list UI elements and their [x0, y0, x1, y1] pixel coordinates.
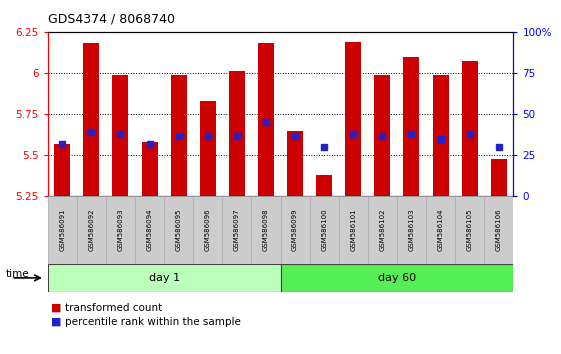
Bar	[229, 72, 245, 196]
Text: GSM586097: GSM586097	[234, 209, 240, 251]
Bar	[455, 196, 484, 264]
Bar	[112, 75, 128, 196]
Bar	[222, 196, 251, 264]
Text: GSM586091: GSM586091	[59, 209, 65, 251]
Text: GSM586103: GSM586103	[408, 209, 415, 251]
Bar	[403, 57, 420, 196]
Bar	[374, 75, 390, 196]
Bar	[258, 44, 274, 196]
Text: GSM586104: GSM586104	[438, 209, 444, 251]
Text: GSM586093: GSM586093	[117, 209, 123, 251]
Bar	[193, 196, 222, 264]
Bar	[84, 44, 99, 196]
Text: GSM586099: GSM586099	[292, 209, 298, 251]
Bar	[171, 75, 187, 196]
Bar	[48, 264, 280, 292]
Bar	[48, 196, 77, 264]
Bar	[339, 196, 368, 264]
Text: ■: ■	[50, 317, 61, 327]
Bar	[77, 196, 106, 264]
Text: GSM586096: GSM586096	[205, 209, 211, 251]
Bar	[426, 196, 455, 264]
Bar	[484, 196, 513, 264]
Bar	[135, 196, 164, 264]
Text: GDS4374 / 8068740: GDS4374 / 8068740	[48, 12, 174, 25]
Bar	[491, 159, 507, 196]
Bar	[433, 75, 449, 196]
Bar	[462, 62, 477, 196]
Text: GSM586102: GSM586102	[379, 209, 385, 251]
Bar	[368, 196, 397, 264]
Text: percentile rank within the sample: percentile rank within the sample	[65, 317, 241, 327]
Bar	[310, 196, 339, 264]
Bar	[54, 144, 70, 196]
Bar	[345, 42, 361, 196]
Bar	[251, 196, 280, 264]
Text: GSM586098: GSM586098	[263, 209, 269, 251]
Bar	[397, 196, 426, 264]
Bar	[280, 264, 513, 292]
Text: transformed count: transformed count	[65, 303, 162, 313]
Text: GSM586094: GSM586094	[146, 209, 153, 251]
Bar	[316, 175, 332, 196]
Text: GSM586095: GSM586095	[176, 209, 182, 251]
Text: ■: ■	[50, 303, 61, 313]
Text: GSM586106: GSM586106	[496, 209, 502, 251]
Text: GSM586101: GSM586101	[350, 209, 356, 251]
Bar	[200, 101, 216, 196]
Bar	[287, 131, 303, 196]
Text: day 60: day 60	[378, 273, 416, 283]
Text: time: time	[6, 269, 29, 279]
Bar	[164, 196, 193, 264]
Text: day 1: day 1	[149, 273, 180, 283]
Text: GSM586100: GSM586100	[321, 209, 327, 251]
Bar	[106, 196, 135, 264]
Bar	[280, 196, 310, 264]
Text: GSM586092: GSM586092	[88, 209, 94, 251]
Text: GSM586105: GSM586105	[467, 209, 473, 251]
Bar	[141, 142, 158, 196]
